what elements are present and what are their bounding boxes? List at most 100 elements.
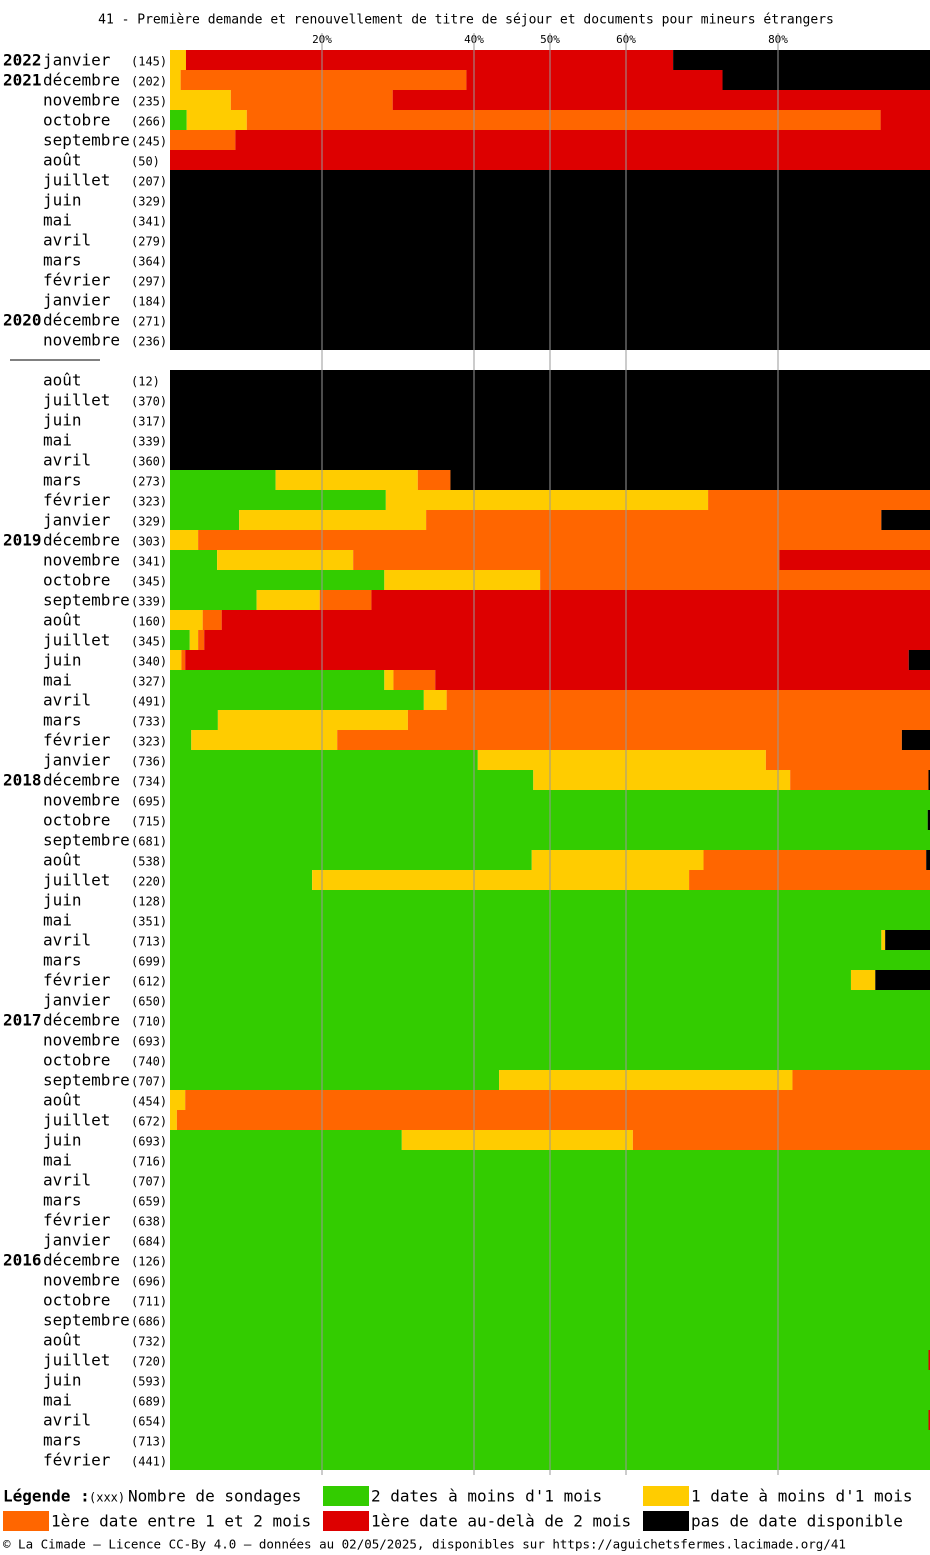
count-label: (271)	[131, 315, 167, 329]
bar-segment	[407, 710, 930, 730]
month-label: octobre	[43, 1291, 110, 1310]
month-label: août	[43, 371, 82, 390]
count-label: (236)	[131, 335, 167, 349]
count-label: (323)	[131, 735, 167, 749]
month-label: juillet	[43, 1111, 110, 1130]
count-label: (303)	[131, 535, 167, 549]
month-label: septembre	[43, 131, 130, 150]
count-label: (659)	[131, 1195, 167, 1209]
count-label: (351)	[131, 915, 167, 929]
legend-label: pas de date disponible	[691, 1512, 903, 1531]
month-label: novembre	[43, 1271, 120, 1290]
month-label: septembre	[43, 591, 130, 610]
month-label: décembre	[43, 771, 120, 790]
month-label: août	[43, 1331, 82, 1350]
bar-segment	[170, 710, 218, 730]
bar-segment	[170, 630, 190, 650]
bar-segment	[170, 110, 187, 130]
count-label: (720)	[131, 1355, 167, 1369]
bar-segment	[423, 690, 447, 710]
count-label: (266)	[131, 115, 167, 129]
month-label: juin	[43, 191, 82, 210]
bar-segment	[204, 630, 930, 650]
count-label: (184)	[131, 295, 167, 309]
bar-segment	[246, 110, 881, 130]
month-label: mai	[43, 211, 72, 230]
month-label: mars	[43, 711, 82, 730]
bar-segment	[170, 750, 478, 770]
month-label: octobre	[43, 1051, 110, 1070]
bar-segment	[926, 850, 930, 870]
bar-segment	[722, 70, 930, 90]
year-label: 2017	[3, 1011, 42, 1030]
bar-segment	[170, 570, 385, 590]
bar-segment	[185, 1090, 930, 1110]
bar-segment	[319, 590, 372, 610]
bar-segment	[185, 50, 674, 70]
bar-segment	[170, 730, 192, 750]
month-label: août	[43, 611, 82, 630]
bar-segment	[673, 50, 930, 70]
bar-segment	[401, 1130, 633, 1150]
bar-segment	[385, 490, 709, 510]
month-label: février	[43, 971, 111, 990]
bar-segment	[170, 510, 240, 530]
month-label: janvier	[43, 51, 111, 70]
bar-segment	[170, 770, 534, 790]
bar-segment	[202, 610, 222, 630]
bar-segment	[170, 130, 236, 150]
count-label: (340)	[131, 655, 167, 669]
bar-segment	[185, 650, 909, 670]
bar-segment	[708, 490, 930, 510]
month-label: avril	[43, 691, 91, 710]
month-label: janvier	[43, 751, 111, 770]
month-label: avril	[43, 1411, 91, 1430]
bar-segment	[435, 670, 930, 690]
bar-segment	[170, 90, 231, 110]
bar-segment	[885, 930, 930, 950]
bar-segment	[928, 1410, 930, 1430]
bar-segment	[176, 1110, 930, 1130]
bar-segment	[256, 590, 320, 610]
count-label: (345)	[131, 635, 167, 649]
count-label: (693)	[131, 1135, 167, 1149]
bar-segment	[180, 70, 467, 90]
bar-segment	[540, 570, 930, 590]
month-label: septembre	[43, 1311, 130, 1330]
count-label: (681)	[131, 835, 167, 849]
bar-segment	[170, 1090, 186, 1110]
count-label: (711)	[131, 1295, 167, 1309]
count-label: (220)	[131, 875, 167, 889]
bar-segment	[170, 1130, 402, 1150]
year-label: 2019	[3, 531, 42, 550]
legend-label: 1ère date au-delà de 2 mois	[371, 1512, 631, 1531]
bar-segment	[170, 650, 182, 670]
month-label: avril	[43, 451, 91, 470]
count-label: (297)	[131, 275, 167, 289]
month-label: juillet	[43, 171, 110, 190]
bar-segment	[450, 470, 930, 490]
count-label: (734)	[131, 775, 167, 789]
bar-segment	[170, 50, 186, 70]
month-label: juillet	[43, 631, 110, 650]
count-label: (732)	[131, 1335, 167, 1349]
bar-segment	[170, 70, 181, 90]
count-label: (317)	[131, 415, 167, 429]
legend-swatch	[323, 1511, 369, 1531]
count-label: (713)	[131, 935, 167, 949]
month-label: novembre	[43, 331, 120, 350]
bar-segment	[371, 590, 930, 610]
bar-segment	[384, 570, 541, 590]
month-label: novembre	[43, 551, 120, 570]
month-label: juin	[43, 1371, 82, 1390]
legend-swatch	[323, 1486, 369, 1506]
count-label: (235)	[131, 95, 167, 109]
legend-count-symbol: (xxx)	[89, 1491, 125, 1505]
year-label: 2018	[3, 771, 42, 790]
bar-segment	[170, 1350, 929, 1370]
bar-segment	[393, 670, 436, 690]
bar-segment	[901, 730, 930, 750]
bar-segment	[312, 870, 690, 890]
count-label: (160)	[131, 615, 167, 629]
